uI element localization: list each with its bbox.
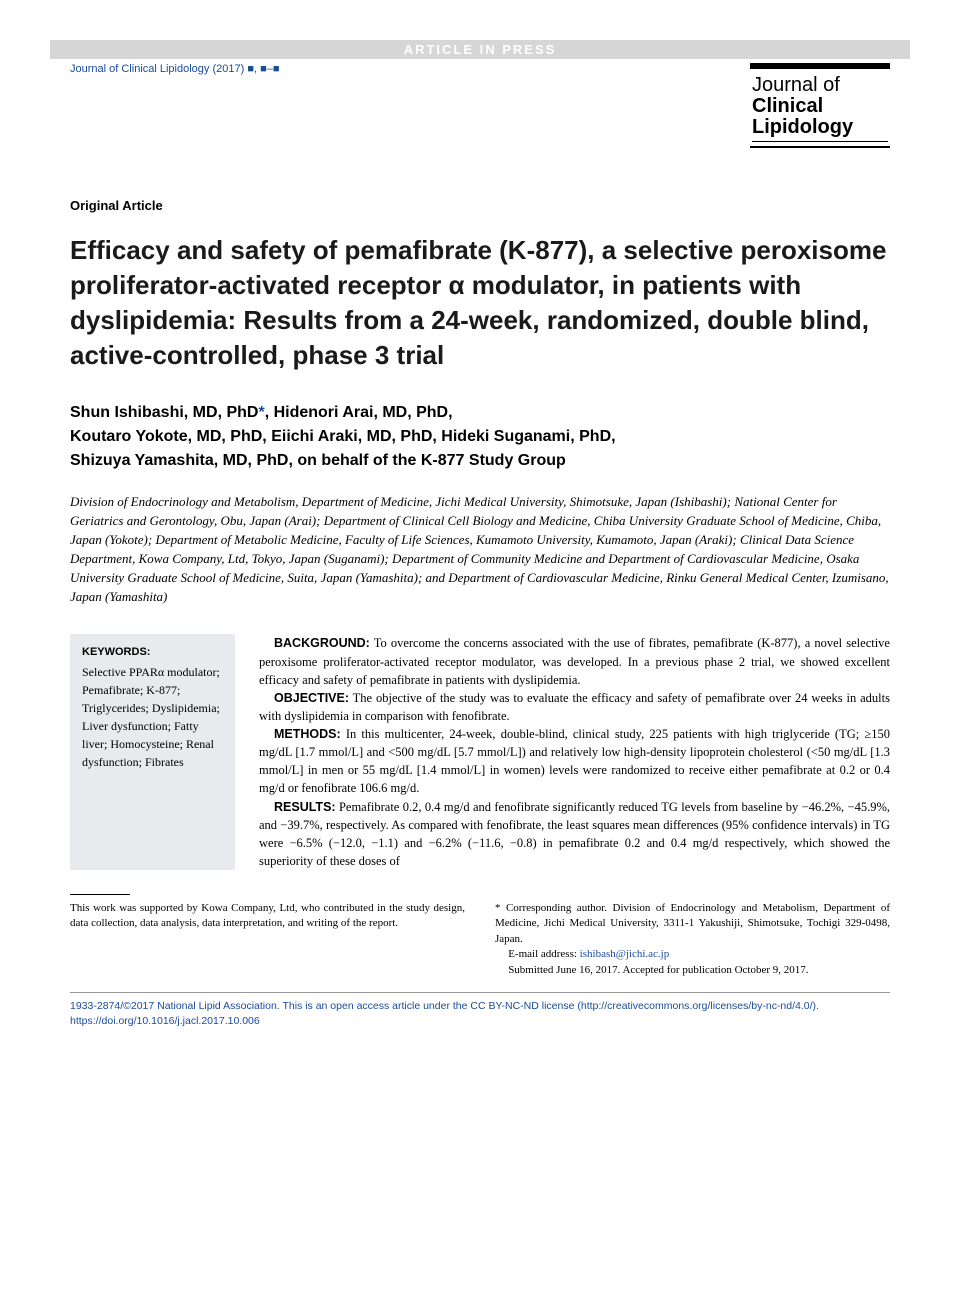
objective-text: The objective of the study was to evalua…	[259, 691, 890, 723]
keywords-heading: KEYWORDS:	[82, 644, 223, 661]
copyright-text: 1933-2874/©2017 National Lipid Associati…	[70, 1000, 581, 1012]
affiliations: Division of Endocrinology and Metabolism…	[70, 493, 890, 606]
background-label: BACKGROUND:	[274, 636, 370, 650]
abstract-objective: OBJECTIVE: The objective of the study wa…	[259, 689, 890, 725]
footnote-divider	[70, 894, 130, 895]
keywords-list: Selective PPARα modulator; Pemafibrate; …	[82, 663, 223, 771]
copyright-text-2: ).	[813, 1000, 819, 1012]
footnotes: This work was supported by Kowa Company,…	[70, 901, 890, 978]
logo-line-1: Journal of	[752, 75, 888, 96]
corresponding-asterisk: *	[258, 404, 264, 421]
header-row: Journal of Clinical Lipidology (2017) ■,…	[70, 63, 890, 148]
author-list: Shun Ishibashi, MD, PhD*, Hidenori Arai,…	[70, 401, 890, 473]
logo-line-2: Clinical	[752, 96, 888, 117]
copyright-block: 1933-2874/©2017 National Lipid Associati…	[70, 992, 890, 1028]
submitted-text: Submitted June 16, 2017. Accepted for pu…	[508, 964, 808, 976]
objective-label: OBJECTIVE:	[274, 691, 349, 705]
journal-logo: Journal of Clinical Lipidology	[750, 63, 890, 148]
abstract-results: RESULTS: Pemafibrate 0.2, 0.4 mg/d and f…	[259, 798, 890, 871]
article-title: Efficacy and safety of pemafibrate (K-87…	[70, 233, 890, 373]
methods-text: In this multicenter, 24-week, double-bli…	[259, 727, 890, 795]
license-link[interactable]: http://creativecommons.org/licenses/by-n…	[581, 1000, 813, 1012]
funding-note: This work was supported by Kowa Company,…	[70, 901, 465, 978]
abstract-methods: METHODS: In this multicenter, 24-week, d…	[259, 725, 890, 798]
abstract-section: KEYWORDS: Selective PPARα modulator; Pem…	[70, 634, 890, 870]
email-link[interactable]: ishibash@jichi.ac.jp	[580, 948, 670, 960]
keywords-box: KEYWORDS: Selective PPARα modulator; Pem…	[70, 634, 235, 870]
logo-line-3: Lipidology	[752, 117, 888, 142]
methods-label: METHODS:	[274, 727, 341, 741]
corresponding-text: * Corresponding author. Division of Endo…	[495, 902, 890, 945]
results-text: Pemafibrate 0.2, 0.4 mg/d and fenofibrat…	[259, 800, 890, 868]
journal-reference: Journal of Clinical Lipidology (2017) ■,…	[70, 63, 279, 75]
results-label: RESULTS:	[274, 800, 336, 814]
email-label: E-mail address:	[508, 948, 577, 960]
abstract-body: BACKGROUND: To overcome the concerns ass…	[259, 634, 890, 870]
abstract-background: BACKGROUND: To overcome the concerns ass…	[259, 634, 890, 688]
corresponding-note: * Corresponding author. Division of Endo…	[495, 901, 890, 978]
article-type: Original Article	[70, 198, 890, 213]
in-press-banner: ARTICLE IN PRESS	[50, 40, 910, 59]
article-page: ARTICLE IN PRESS Journal of Clinical Lip…	[0, 0, 960, 1058]
doi-link[interactable]: https://doi.org/10.1016/j.jacl.2017.10.0…	[70, 1015, 260, 1027]
